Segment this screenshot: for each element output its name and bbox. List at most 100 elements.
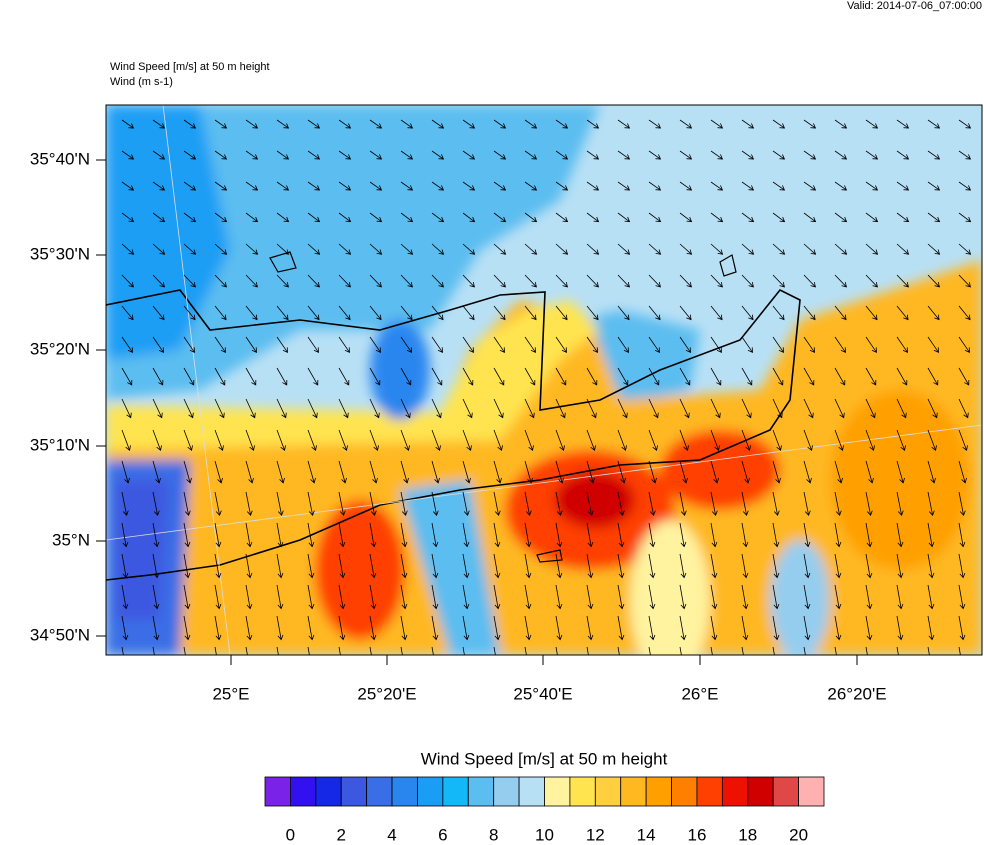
wind-arrow xyxy=(524,181,538,191)
wind-arrow xyxy=(586,460,595,484)
wind-arrow xyxy=(927,119,941,129)
wind-arrow xyxy=(834,429,844,452)
wind-arrow xyxy=(214,460,223,484)
wind-arrow xyxy=(152,305,165,321)
wind-arrow xyxy=(896,491,904,517)
wind-arrow xyxy=(865,212,879,223)
wind-arrow xyxy=(400,522,408,548)
wind-arrow xyxy=(400,460,409,484)
wind-arrow xyxy=(772,553,780,579)
wind-arrow xyxy=(214,336,226,353)
wind-arrow xyxy=(927,150,941,160)
wind-arrow xyxy=(865,367,877,386)
wind-arrow xyxy=(803,460,812,484)
wind-arrow xyxy=(679,274,692,288)
wind-arrow xyxy=(214,212,228,223)
wind-arrow xyxy=(338,150,352,160)
wind-arrow xyxy=(648,243,662,255)
colorbar-label: 14 xyxy=(637,825,656,844)
wind-arrow xyxy=(803,336,815,353)
wind-arrow xyxy=(245,212,259,223)
wind-arrow xyxy=(617,243,631,255)
wind-arrow xyxy=(834,615,842,641)
wind-arrow xyxy=(586,119,600,129)
wind-arrow xyxy=(276,615,284,641)
wind-arrow xyxy=(369,336,381,353)
wind-arrow xyxy=(369,522,377,548)
wind-arrow xyxy=(958,553,966,579)
wind-arrow xyxy=(648,181,662,191)
wind-arrow xyxy=(462,367,474,386)
colorbar-box xyxy=(721,776,749,807)
wind-arrow xyxy=(741,336,753,353)
wind-arrow xyxy=(586,212,600,223)
wind-arrow xyxy=(524,398,535,419)
wind-arrow xyxy=(834,646,837,655)
wind-arrow xyxy=(183,398,194,419)
wind-arrow xyxy=(214,491,222,517)
wind-arrow xyxy=(400,491,408,517)
wind-arrow xyxy=(741,584,749,610)
wind-arrow xyxy=(183,491,191,517)
wind-arrow xyxy=(927,243,941,255)
colorbar-box xyxy=(620,776,647,807)
wind-arrow xyxy=(462,274,475,288)
wind-arrow xyxy=(586,336,598,353)
colorbar-label: 16 xyxy=(687,825,706,844)
colorbar-box xyxy=(772,776,799,807)
wind-arrow xyxy=(338,181,352,191)
wind-arrow xyxy=(617,274,630,288)
wind-arrow xyxy=(555,491,563,517)
wind-arrow xyxy=(152,460,161,484)
wind-arrow xyxy=(958,336,970,353)
wind-arrow xyxy=(307,398,318,419)
wind-arrow xyxy=(493,119,507,129)
wind-arrow xyxy=(679,367,691,386)
wind-arrow xyxy=(276,584,284,610)
wind-arrow xyxy=(338,553,346,579)
wind-arrow xyxy=(834,274,847,288)
wind-arrow xyxy=(121,460,130,484)
wind-arrow xyxy=(648,429,658,452)
wind-arrow xyxy=(958,367,970,386)
wind-arrow xyxy=(276,398,287,419)
wind-arrow xyxy=(586,553,594,579)
wind-arrow xyxy=(121,212,135,223)
wind-arrow xyxy=(865,150,879,160)
wind-arrow xyxy=(276,553,284,579)
wind-arrow xyxy=(555,243,569,255)
wind-arrow xyxy=(400,212,414,223)
colorbar-label: 0 xyxy=(286,825,295,844)
colorbar-label: 20 xyxy=(789,825,808,844)
wind-arrow xyxy=(958,522,966,548)
wind-arrow xyxy=(772,646,775,655)
wind-arrow xyxy=(555,212,569,223)
wind-arrow xyxy=(431,584,439,610)
lat-label: 35°20'N xyxy=(30,339,90,358)
wind-arrow xyxy=(927,615,935,641)
wind-arrow xyxy=(555,584,563,610)
wind-arrow xyxy=(679,398,690,419)
wind-arrow xyxy=(307,243,321,255)
wind-arrow xyxy=(400,584,408,610)
wind-arrow xyxy=(338,646,341,655)
wind-arrow xyxy=(865,491,873,517)
wind-arrow xyxy=(710,367,722,386)
wind-arrow xyxy=(183,367,195,386)
wind-arrow xyxy=(710,646,713,655)
wind-arrow xyxy=(121,553,129,579)
wind-arrow xyxy=(896,429,906,452)
wind-arrow xyxy=(121,522,129,548)
wind-arrow xyxy=(307,274,320,288)
wind-arrow xyxy=(772,119,786,129)
wind-arrow xyxy=(834,460,843,484)
wind-arrow xyxy=(121,491,129,517)
lon-label: 25°20'E xyxy=(357,684,416,703)
wind-arrow xyxy=(927,212,941,223)
wind-arrow xyxy=(865,553,873,579)
wind-arrow xyxy=(276,336,288,353)
wind-arrow xyxy=(896,243,910,255)
wind-arrow xyxy=(307,305,320,321)
wind-arrow xyxy=(276,119,290,129)
wind-arrow xyxy=(865,522,873,548)
